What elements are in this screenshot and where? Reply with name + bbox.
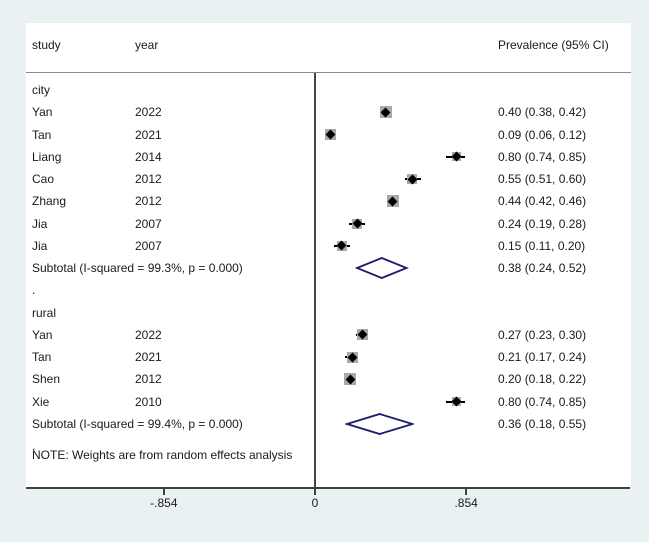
x-axis-tick [314,489,316,495]
rows-layer: city Yan 2022 0.40 (0.38, 0.42) Tan 2021 0.09 … [26,23,631,487]
study-effect-label: 0.15 (0.11, 0.20) [498,238,586,253]
study-effect-label: 0.20 (0.18, 0.22) [498,372,587,387]
study-year: 2021 [135,350,162,364]
study-effect-label: 0.27 (0.23, 0.30) [498,327,587,342]
x-axis-tick-label: .854 [454,496,478,510]
group-spacer-dot: . [32,283,36,298]
column-header-effect: Prevalence (95% CI) [498,38,609,52]
study-name: Tan [32,350,52,364]
study-name: Zhang [32,194,67,209]
study-name: Yan [32,105,53,120]
study-effect-label: 0.40 (0.38, 0.42) [498,105,587,120]
study-year: 2014 [135,149,162,164]
study-name: Jia [32,238,48,253]
study-name: Cao [32,172,55,186]
study-effect-label: 0.09 (0.06, 0.12) [498,127,587,142]
marks-layer [26,23,631,487]
study-effect-label: 0.80 (0.74, 0.85) [498,149,587,164]
study-effect-label: 0.21 (0.17, 0.24) [498,350,587,364]
study-effect-label: 0.24 (0.19, 0.28) [498,216,587,231]
study-effect-label: 0.80 (0.74, 0.85) [498,394,587,409]
study-effect-label: 0.44 (0.42, 0.46) [498,194,587,209]
x-axis-tick-label: 0 [311,496,319,510]
group-label: city [32,83,50,97]
subtotal-diamond [344,412,415,435]
column-header-year: year [135,38,159,52]
study-effect-label: 0.55 (0.51, 0.60) [498,172,587,186]
study-year: 2012 [135,372,162,387]
subtotal-effect-label: 0.38 (0.24, 0.52) [498,261,587,275]
subtotal-label: Subtotal (I-squared = 99.3%, p = 0.000) [32,261,243,275]
study-year: 2022 [135,105,162,120]
x-axis-tick-label: -.854 [150,496,178,510]
study-year: 2012 [135,172,162,186]
subtotal-label: Subtotal (I-squared = 99.4%, p = 0.000) [32,416,243,431]
x-axis-line [26,487,630,489]
study-name: Xie [32,394,50,409]
subtotal-effect-label: 0.36 (0.18, 0.55) [498,416,587,431]
study-name: Yan [32,327,53,342]
x-axis-tick [465,489,468,495]
column-header-study: study [32,38,61,52]
note-text: NOTE: Weights are from random effects an… [32,448,293,462]
study-name: Jia [32,216,48,231]
study-year: 2022 [135,327,162,342]
study-name: Shen [32,372,61,387]
study-year: 2010 [135,394,162,409]
group-spacer-dot: . [32,439,36,453]
study-year: 2007 [135,216,162,231]
study-name: Liang [32,149,62,164]
study-year: 2007 [135,238,162,253]
study-year: 2012 [135,194,162,209]
subtotal-diamond [355,257,410,279]
zero-reference-line [314,73,316,487]
header-separator-line [26,72,631,73]
x-axis-tick [162,489,165,495]
study-year: 2021 [135,127,162,142]
study-name: Tan [32,127,52,142]
group-label: rural [32,305,57,320]
plot-panel: study year Prevalence (95% CI) city Yan 20… [26,23,631,487]
